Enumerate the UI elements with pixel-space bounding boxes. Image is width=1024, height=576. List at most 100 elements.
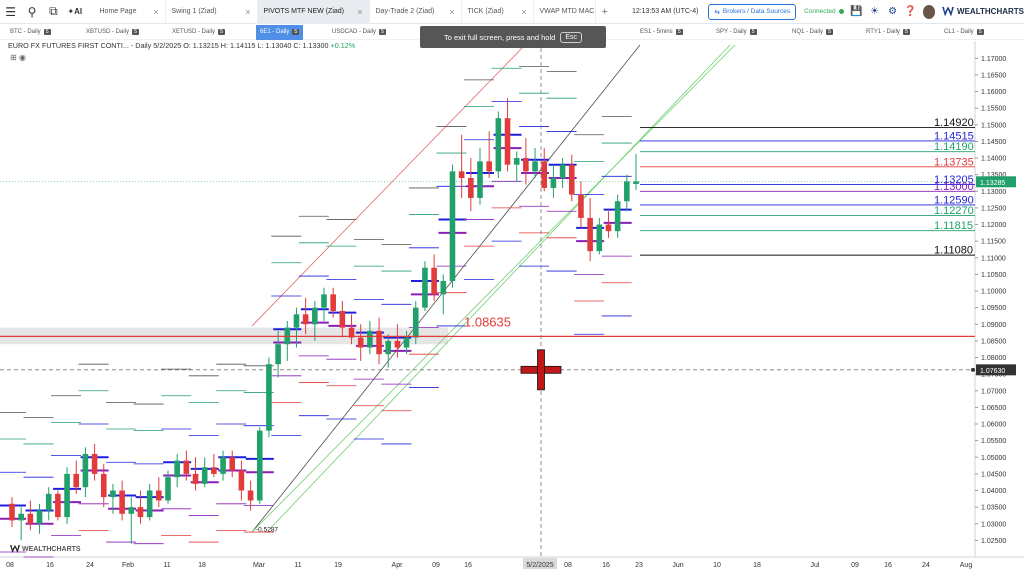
search-icon[interactable]: ⚲ <box>27 4 37 19</box>
avatar[interactable] <box>922 4 936 19</box>
tab-label: Home Page <box>99 8 137 15</box>
candle-body <box>403 337 410 348</box>
candle-body <box>82 453 89 488</box>
symbol-chip[interactable]: ES1 - 5mins 5 <box>636 25 687 40</box>
pivot-level-label: 1.12270 <box>934 205 974 217</box>
x-tick-label: 10 <box>713 562 721 569</box>
price-chart[interactable]: 1.17000 1.16500 1.16000 1.15500 1.15000 1.145… <box>0 41 1024 576</box>
x-tick-label: 23 <box>635 562 643 569</box>
y-tick-label: 1.09500 <box>981 305 1006 312</box>
symbol-label: SPY - Daily <box>716 29 747 35</box>
y-tick-label: 1.05500 <box>981 438 1006 445</box>
x-tick-label: 16 <box>884 562 892 569</box>
chart-ohlc: 5/2/2025 O: 1.13215 H: 1.14115 L: 1.1304… <box>151 41 329 50</box>
tab-6[interactable]: VWAP MTD MAC <box>534 0 596 24</box>
candle-body <box>541 161 548 188</box>
candle-body <box>568 164 575 195</box>
x-tick-label: 5/2/2025 <box>526 562 553 569</box>
x-tick-label: 16 <box>464 562 472 569</box>
candle-body <box>633 181 639 184</box>
symbol-chip[interactable]: USDCAD - Daily 5 <box>328 25 390 40</box>
symbol-label: CL1 - Daily <box>944 29 974 35</box>
symbol-chip[interactable]: NQ1 - Daily 5 <box>788 25 837 40</box>
symbol-chip[interactable]: XBTUSD - Daily 5 <box>82 25 143 40</box>
cursor-cross-center <box>538 366 544 373</box>
symbol-chip[interactable]: 6E1 - Daily 5 <box>256 24 304 40</box>
close-icon[interactable]: × <box>449 6 455 17</box>
candle-body <box>128 507 135 514</box>
pivot-level-label: 1.14515 <box>934 130 974 142</box>
candle-body <box>165 477 171 501</box>
symbol-chip[interactable]: SPY - Daily 5 <box>712 25 761 40</box>
close-icon[interactable]: × <box>521 6 527 17</box>
ai-icon[interactable]: ✦AI <box>67 7 83 16</box>
candle-body <box>357 337 364 348</box>
x-tick-label: 09 <box>432 562 440 569</box>
help-icon[interactable]: ❓ <box>904 6 917 17</box>
symbol-count: 5 <box>749 29 757 35</box>
y-tick-label: 1.02500 <box>981 538 1006 545</box>
tab-5[interactable]: TICK (Ziad) × <box>462 0 534 24</box>
candle-body <box>146 490 153 518</box>
candle-body <box>321 294 327 308</box>
x-tick-label: 11 <box>163 562 170 569</box>
esc-key: Esc <box>560 31 582 43</box>
candle-body <box>578 194 584 218</box>
symbol-chip[interactable]: XETUSD - Daily 5 <box>168 25 229 40</box>
candle-body <box>431 267 437 295</box>
legend-controls: ⊞ ◉ <box>10 53 26 62</box>
candle-body <box>119 490 125 514</box>
expand-icon[interactable]: ⊞ <box>10 53 17 62</box>
symbol-count: 5 <box>43 29 51 35</box>
close-icon[interactable]: × <box>245 6 251 17</box>
candle-body <box>36 510 43 524</box>
x-tick-label: 24 <box>922 562 930 569</box>
candle-body <box>110 490 116 498</box>
candle-body <box>605 224 612 232</box>
candle-body <box>348 327 355 338</box>
tab-1[interactable]: Home Page × <box>94 0 166 24</box>
symbol-chip[interactable]: RTY1 - Daily 5 <box>862 25 914 40</box>
tab-4[interactable]: Day-Trade 2 (Ziad) × <box>370 0 462 24</box>
symbol-label: BTC - Daily <box>10 29 41 35</box>
candle-body <box>266 364 272 431</box>
plus-icon[interactable]: + <box>601 5 608 18</box>
channel-upper-line <box>251 44 526 327</box>
candle-body <box>559 164 566 178</box>
symbol-chip[interactable]: CL1 - Daily 5 <box>940 25 988 40</box>
y-tick-label: 1.08500 <box>981 338 1006 345</box>
symbol-count: 5 <box>675 29 683 35</box>
watermark: WEALTHCHARTS <box>10 545 81 553</box>
crosshair-price-box <box>976 364 1016 376</box>
tab-label: Swing 1 (Ziad) <box>171 8 217 15</box>
eye-icon[interactable]: ◉ <box>18 53 26 62</box>
x-tick-label: 19 <box>334 562 342 569</box>
x-tick-label: 08 <box>564 562 572 569</box>
candle-body <box>27 513 34 524</box>
menu-icon[interactable]: ☰ <box>5 4 17 19</box>
candle-body <box>201 467 208 484</box>
candle-body <box>532 161 538 172</box>
brokers-button[interactable]: ⇆ Brokers / Data Sources <box>708 3 797 20</box>
symbol-chip[interactable]: BTC - Daily 5 <box>6 25 55 40</box>
bell-icon[interactable]: ☀ <box>870 6 880 17</box>
y-tick-label: 1.14500 <box>981 139 1006 146</box>
candle-body <box>183 460 190 474</box>
tab-3[interactable]: PIVOTS MTF NEW (Ziad) × <box>257 0 370 24</box>
y-tick-label: 1.14000 <box>981 156 1006 163</box>
close-icon[interactable]: × <box>153 6 159 17</box>
x-tick-label: Feb <box>122 562 134 569</box>
tab-2[interactable]: Swing 1 (Ziad) × <box>166 0 258 24</box>
save-icon[interactable]: 💾 <box>850 6 863 17</box>
annotation-label: -0.5287 <box>256 527 278 534</box>
close-icon[interactable]: × <box>357 6 363 17</box>
copy-icon[interactable]: ⧉ <box>49 4 58 18</box>
tab-label: VWAP MTD MAC <box>539 8 595 15</box>
candle-body <box>45 493 52 511</box>
pivot-level-label: 1.14920 <box>934 117 974 129</box>
chart-area[interactable]: 1.17000 1.16500 1.16000 1.15500 1.15000 1.145… <box>0 41 1024 576</box>
symbol-count: 5 <box>902 29 910 35</box>
gear-icon[interactable]: ⚙ <box>888 6 898 17</box>
candle-body <box>504 118 511 165</box>
